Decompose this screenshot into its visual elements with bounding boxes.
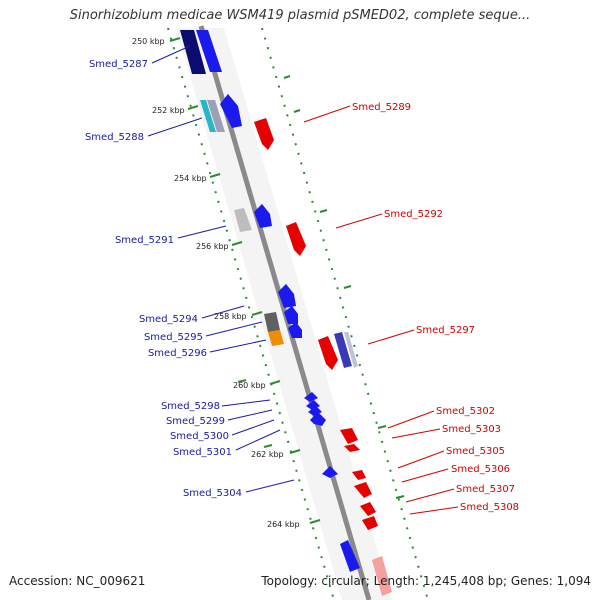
gene-label-smed-5301[interactable]: Smed_5301: [173, 447, 232, 458]
gene-block-5310: [340, 540, 360, 572]
reverse-gene-blocks: [254, 118, 392, 596]
topology-summary: Topology: circular; Length: 1,245,408 bp…: [261, 574, 591, 588]
gene-label-smed-5302[interactable]: Smed_5302: [436, 406, 495, 417]
gene-label-smed-5299[interactable]: Smed_5299: [166, 416, 225, 427]
gene-label-smed-5295[interactable]: Smed_5295: [144, 332, 203, 343]
kbp-label-258: 258 kbp: [214, 312, 247, 321]
gene-label-smed-5305[interactable]: Smed_5305: [446, 446, 505, 457]
kbp-label-254: 254 kbp: [174, 174, 207, 183]
gene-block-5291b: [254, 204, 272, 228]
gene-block-5305: [352, 470, 366, 480]
gene-block-5302: [340, 428, 358, 444]
gene-label-smed-5300[interactable]: Smed_5300: [170, 431, 229, 442]
gene-label-smed-5287[interactable]: Smed_5287: [89, 59, 148, 70]
kbp-label-250: 250 kbp: [132, 37, 165, 46]
gene-label-smed-5297[interactable]: Smed_5297: [416, 325, 475, 336]
gene-label-smed-5308[interactable]: Smed_5308: [460, 502, 519, 513]
gene-label-smed-5306[interactable]: Smed_5306: [451, 464, 510, 475]
gene-block-5288b: [207, 100, 225, 132]
gene-block-5296a: [268, 330, 284, 346]
gene-block-5295b: [284, 306, 298, 324]
forward-gene-blocks: [180, 30, 360, 572]
gene-block-5298: [304, 392, 318, 402]
kbp-label-262: 262 kbp: [251, 450, 284, 459]
gene-label-smed-5291[interactable]: Smed_5291: [115, 235, 174, 246]
gene-block-5296b: [288, 322, 302, 338]
gene-label-smed-5303[interactable]: Smed_5303: [442, 424, 501, 435]
gene-block-5297b: [334, 332, 352, 368]
gene-block-5303: [344, 444, 360, 452]
gene-label-smed-5294[interactable]: Smed_5294: [139, 314, 198, 325]
gene-block-5287b: [196, 30, 222, 72]
gene-block-5304: [322, 466, 338, 478]
gene-block-5307: [360, 502, 376, 516]
kbp-label-256: 256 kbp: [196, 242, 229, 251]
gene-block-5289: [254, 118, 274, 150]
gene-block-5306: [354, 482, 372, 498]
gene-block-5288c: [220, 94, 242, 128]
gene-label-smed-5298[interactable]: Smed_5298: [161, 401, 220, 412]
gene-block-5311: [372, 556, 392, 596]
gene-block-5291a: [234, 208, 252, 232]
kbp-label-260: 260 kbp: [233, 381, 266, 390]
gene-block-5294: [278, 284, 296, 308]
gene-label-smed-5289[interactable]: Smed_5289: [352, 102, 411, 113]
reverse-leaders: [303, 105, 459, 515]
gene-label-smed-5307[interactable]: Smed_5307: [456, 484, 515, 495]
kbp-label-252: 252 kbp: [152, 106, 185, 115]
kbp-ticks: [169, 37, 321, 524]
accession-text: Accession: NC_009621: [9, 574, 146, 588]
gene-block-5295a: [264, 312, 280, 332]
gene-label-smed-5292[interactable]: Smed_5292: [384, 209, 443, 220]
gc-ticks: [237, 75, 405, 499]
gene-block-5292: [286, 222, 306, 256]
gene-block-5308: [362, 516, 378, 530]
gene-label-smed-5288[interactable]: Smed_5288: [85, 132, 144, 143]
gene-block-5297a: [318, 336, 338, 370]
kbp-label-264: 264 kbp: [267, 520, 300, 529]
gene-label-smed-5304[interactable]: Smed_5304: [183, 488, 242, 499]
map-title-overlay: Sinorhizobium medicae WSM419 plasmid pSM…: [69, 8, 531, 23]
gene-block-5288a: [200, 100, 216, 132]
gene-label-smed-5296[interactable]: Smed_5296: [148, 348, 207, 359]
forward-leaders: [147, 45, 295, 493]
gene-block-5287a: [180, 30, 206, 74]
gene-block-5297c: [344, 332, 358, 368]
gene-block-5301: [310, 412, 326, 426]
